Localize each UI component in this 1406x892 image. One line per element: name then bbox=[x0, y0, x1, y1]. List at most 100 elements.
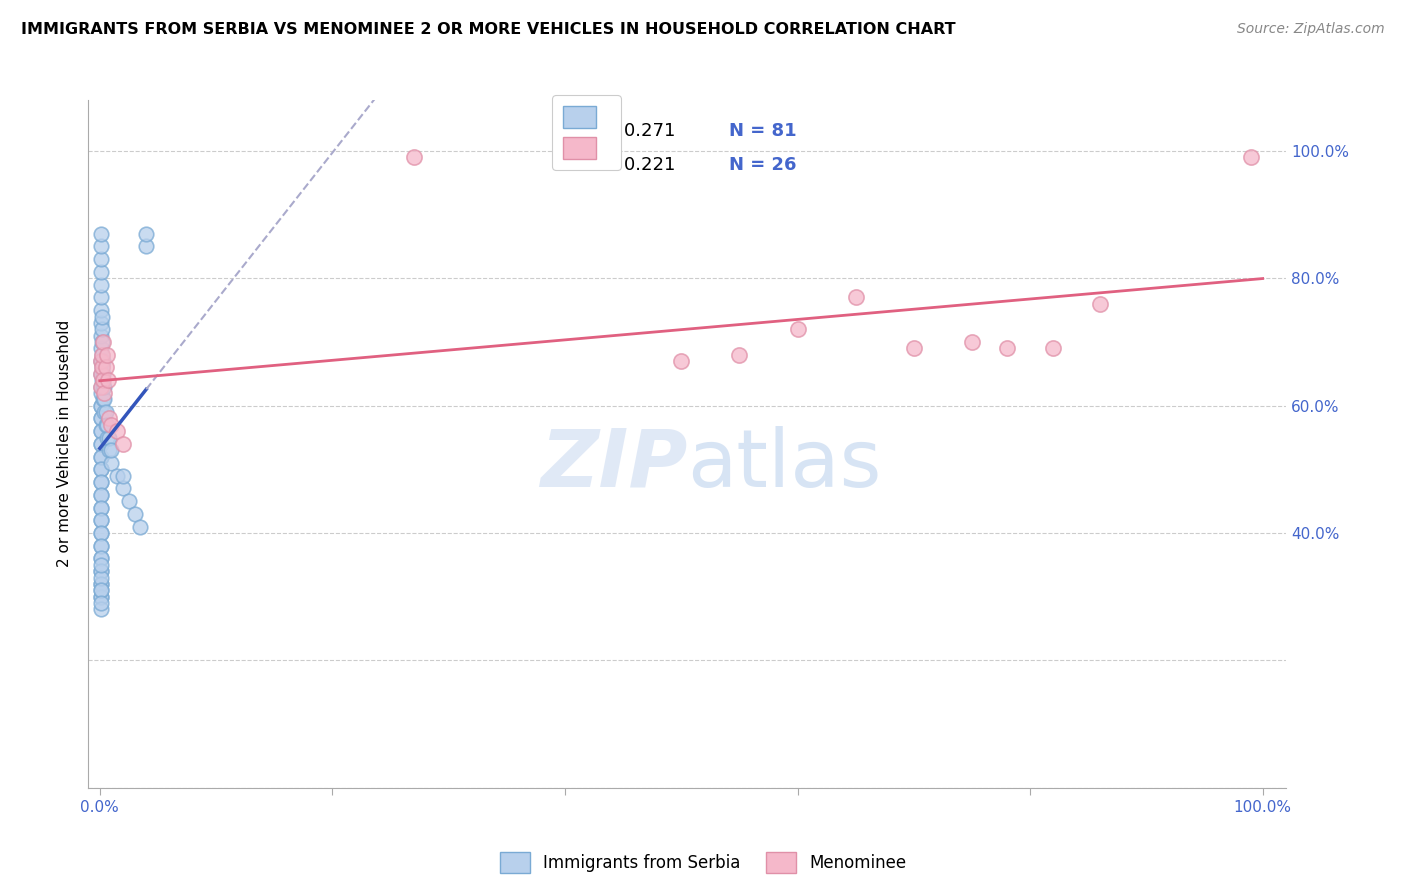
Text: ZIP: ZIP bbox=[540, 425, 688, 503]
Point bbox=[98, 411, 121, 425]
Point bbox=[91, 334, 114, 349]
Point bbox=[96, 430, 118, 444]
Point bbox=[96, 417, 118, 432]
Point bbox=[90, 577, 112, 591]
Legend: Immigrants from Serbia, Menominee: Immigrants from Serbia, Menominee bbox=[494, 846, 912, 880]
Point bbox=[90, 583, 112, 598]
Point bbox=[91, 322, 114, 336]
Point bbox=[100, 417, 122, 432]
Text: atlas: atlas bbox=[688, 425, 882, 503]
Point bbox=[94, 417, 117, 432]
Point bbox=[112, 468, 135, 483]
Point bbox=[90, 475, 112, 489]
Point bbox=[90, 500, 112, 515]
Point bbox=[90, 488, 112, 502]
Point bbox=[90, 590, 112, 604]
Point bbox=[100, 443, 122, 458]
Point bbox=[91, 360, 114, 375]
Y-axis label: 2 or more Vehicles in Household: 2 or more Vehicles in Household bbox=[58, 320, 72, 567]
Point bbox=[91, 334, 114, 349]
Point bbox=[90, 539, 112, 553]
Point bbox=[90, 558, 112, 572]
Point bbox=[90, 399, 112, 413]
Point bbox=[90, 551, 112, 566]
Point bbox=[90, 437, 112, 451]
Point bbox=[90, 354, 112, 368]
Text: Source: ZipAtlas.com: Source: ZipAtlas.com bbox=[1237, 22, 1385, 37]
Point bbox=[90, 277, 112, 292]
Point bbox=[93, 386, 115, 401]
Point bbox=[91, 367, 114, 381]
Point bbox=[91, 373, 114, 387]
Point bbox=[671, 354, 693, 368]
Point bbox=[90, 500, 112, 515]
Point bbox=[90, 316, 112, 330]
Point bbox=[91, 348, 114, 362]
Point bbox=[90, 539, 112, 553]
Point bbox=[98, 443, 121, 458]
Point bbox=[90, 227, 112, 241]
Point bbox=[112, 437, 135, 451]
Point bbox=[90, 424, 112, 438]
Point bbox=[90, 342, 112, 356]
Point bbox=[90, 379, 112, 393]
Point bbox=[93, 379, 115, 393]
Point bbox=[90, 551, 112, 566]
Point bbox=[90, 475, 112, 489]
Point bbox=[90, 303, 112, 318]
Point bbox=[1088, 297, 1111, 311]
Point bbox=[91, 379, 114, 393]
Point bbox=[90, 526, 112, 541]
Point bbox=[91, 348, 114, 362]
Point bbox=[100, 456, 122, 470]
Point bbox=[91, 392, 114, 407]
Point bbox=[1240, 150, 1263, 164]
Point bbox=[1042, 342, 1064, 356]
Text: IMMIGRANTS FROM SERBIA VS MENOMINEE 2 OR MORE VEHICLES IN HOUSEHOLD CORRELATION : IMMIGRANTS FROM SERBIA VS MENOMINEE 2 OR… bbox=[21, 22, 956, 37]
Point bbox=[90, 450, 112, 464]
Legend: , : , bbox=[553, 95, 621, 170]
Point bbox=[93, 392, 115, 407]
Point bbox=[135, 227, 157, 241]
Point bbox=[90, 379, 112, 393]
Text: N = 26: N = 26 bbox=[728, 155, 796, 174]
Point bbox=[90, 462, 112, 476]
Point bbox=[845, 290, 868, 304]
Point bbox=[786, 322, 808, 336]
Point bbox=[90, 590, 112, 604]
Point bbox=[90, 602, 112, 616]
Point bbox=[129, 519, 152, 533]
Point bbox=[94, 360, 117, 375]
Point bbox=[90, 252, 112, 267]
Point bbox=[90, 367, 112, 381]
Point bbox=[903, 342, 925, 356]
Point bbox=[135, 239, 157, 253]
Point bbox=[90, 513, 112, 527]
Point bbox=[90, 367, 112, 381]
Point bbox=[118, 494, 141, 508]
Point bbox=[93, 405, 115, 419]
Point bbox=[728, 348, 751, 362]
Point bbox=[90, 386, 112, 401]
Point bbox=[90, 488, 112, 502]
Point bbox=[90, 290, 112, 304]
Point bbox=[90, 571, 112, 585]
Point bbox=[91, 360, 114, 375]
Point bbox=[91, 354, 114, 368]
Point bbox=[90, 424, 112, 438]
Point bbox=[90, 437, 112, 451]
Point bbox=[960, 334, 983, 349]
Point bbox=[90, 583, 112, 598]
Point bbox=[90, 450, 112, 464]
Point bbox=[90, 596, 112, 610]
Point bbox=[90, 513, 112, 527]
Point bbox=[995, 342, 1018, 356]
Text: N = 81: N = 81 bbox=[728, 122, 797, 140]
Point bbox=[90, 462, 112, 476]
Point bbox=[402, 150, 425, 164]
Point bbox=[90, 239, 112, 253]
Point bbox=[90, 564, 112, 578]
Point bbox=[105, 424, 128, 438]
Point bbox=[112, 482, 135, 496]
Point bbox=[98, 430, 121, 444]
